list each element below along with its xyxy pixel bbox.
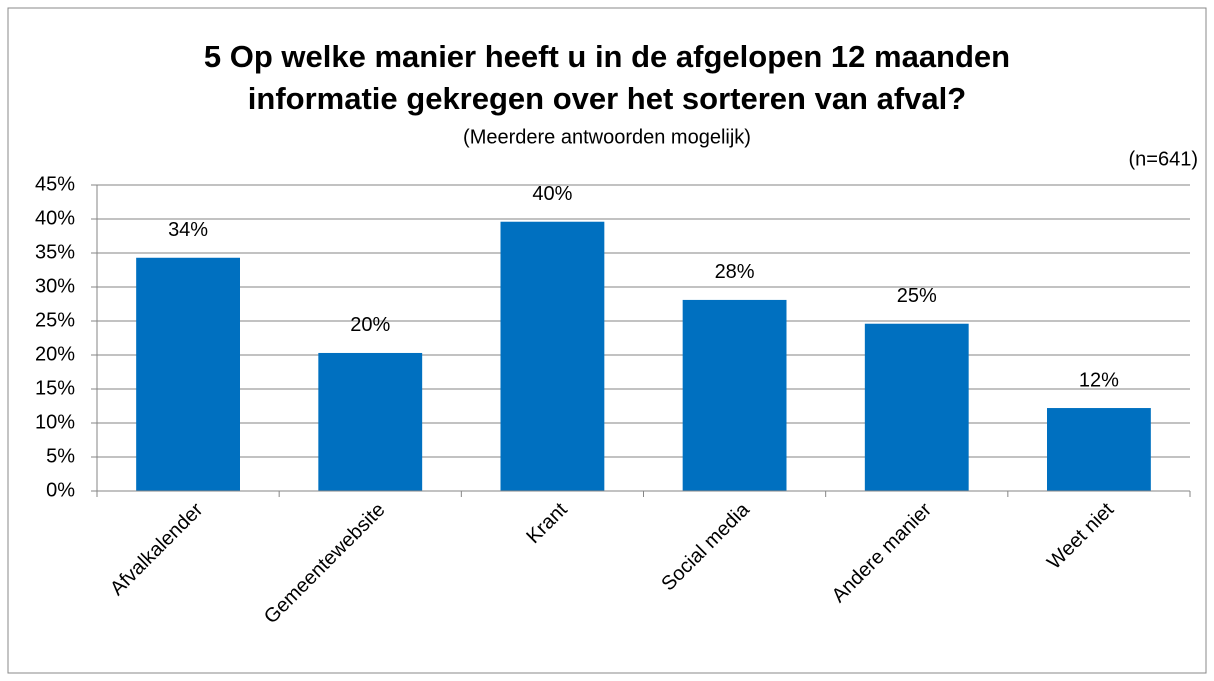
y-tick-label: 10% [35, 411, 75, 433]
y-tick-label: 0% [46, 479, 75, 501]
chart-subtitle: (Meerdere antwoorden mogelijk) [463, 126, 751, 148]
data-label: 12% [1079, 369, 1119, 391]
data-label: 34% [168, 219, 208, 241]
bar [500, 221, 605, 491]
y-tick-label: 20% [35, 343, 75, 365]
bar [318, 352, 423, 491]
bar [864, 323, 969, 491]
data-label: 40% [532, 183, 572, 205]
y-tick-label: 40% [35, 207, 75, 229]
y-tick-label: 5% [46, 445, 75, 467]
y-tick-label: 15% [35, 377, 75, 399]
bar [1046, 408, 1151, 491]
data-label: 28% [715, 261, 755, 283]
y-tick-label: 35% [35, 241, 75, 263]
bar [136, 257, 241, 491]
chart-title: 5 Op welke manier heeft u in de afgelope… [203, 39, 1011, 116]
y-tick-label: 25% [35, 309, 75, 331]
y-tick-label: 30% [35, 275, 75, 297]
annotation: (n=641) [1129, 148, 1199, 170]
data-label: 25% [897, 285, 937, 307]
bar [682, 299, 787, 491]
data-label: 20% [350, 314, 390, 336]
y-tick-label: 45% [35, 173, 75, 195]
